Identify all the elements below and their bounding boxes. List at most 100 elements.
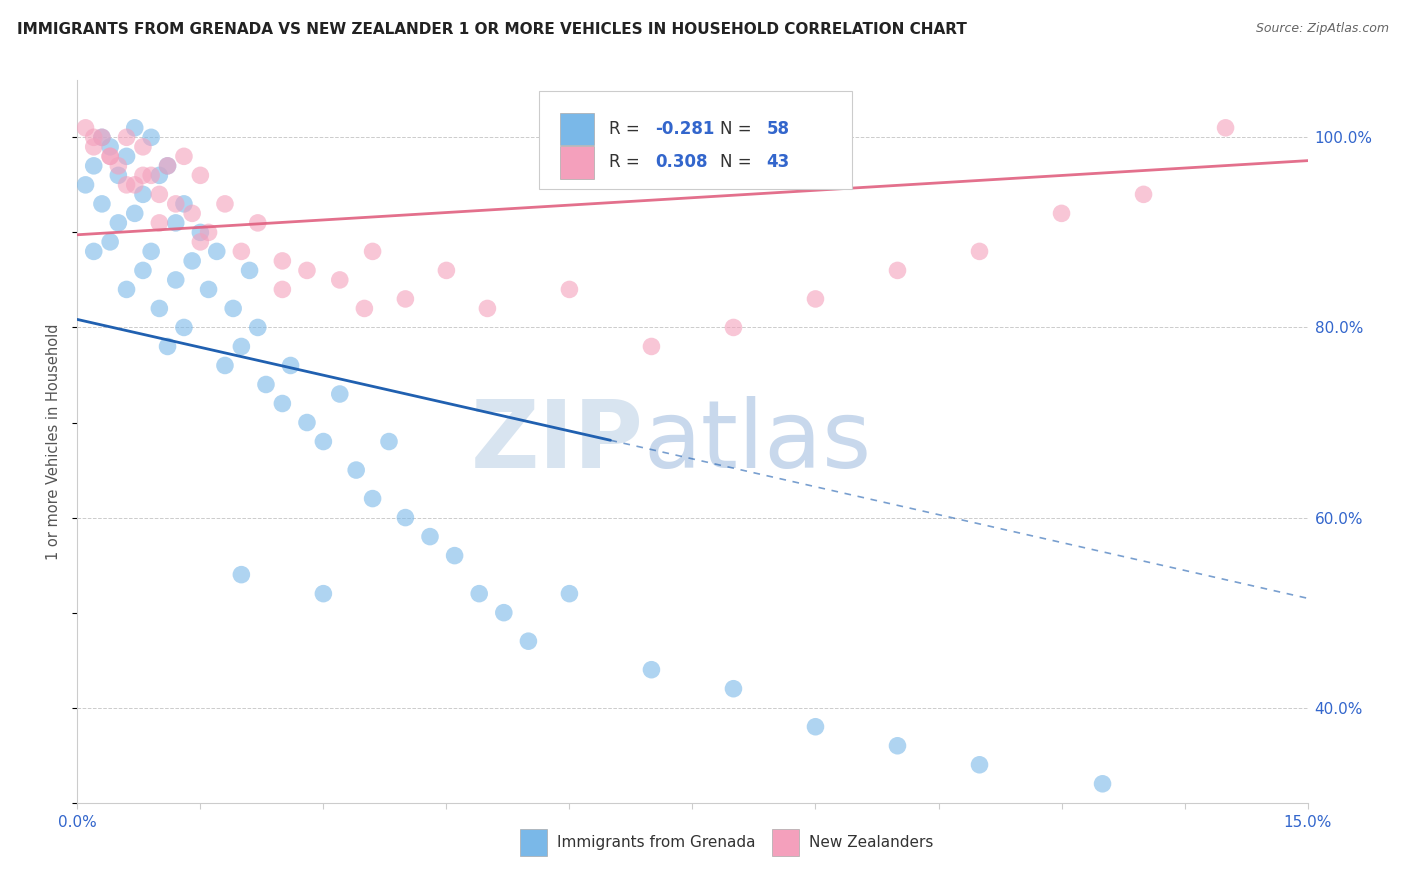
Point: [723, 320, 745, 334]
Point: [271, 396, 294, 410]
Point: [886, 263, 908, 277]
Point: [197, 282, 219, 296]
Point: [197, 226, 219, 240]
Point: [156, 159, 179, 173]
Text: N =: N =: [720, 153, 756, 171]
Bar: [772, 829, 800, 856]
Point: [477, 301, 499, 316]
Point: [83, 244, 105, 259]
Point: [148, 216, 170, 230]
Point: [231, 339, 253, 353]
Point: [271, 282, 294, 296]
Point: [181, 206, 204, 220]
Point: [75, 178, 97, 192]
Text: -0.281: -0.281: [655, 120, 714, 138]
Bar: [520, 829, 547, 856]
Text: Source: ZipAtlas.com: Source: ZipAtlas.com: [1256, 22, 1389, 36]
Point: [148, 187, 170, 202]
Text: New Zealanders: New Zealanders: [810, 835, 934, 850]
Point: [640, 339, 662, 353]
Text: 0.308: 0.308: [655, 153, 709, 171]
Point: [436, 263, 458, 277]
Point: [98, 149, 121, 163]
Point: [280, 359, 302, 373]
Point: [443, 549, 465, 563]
Point: [98, 140, 121, 154]
Point: [148, 169, 170, 183]
Point: [394, 510, 416, 524]
Text: N =: N =: [720, 120, 756, 138]
Point: [181, 253, 204, 268]
Point: [107, 169, 129, 183]
Point: [1050, 206, 1073, 220]
Text: Immigrants from Grenada: Immigrants from Grenada: [557, 835, 755, 850]
Point: [222, 301, 245, 316]
Point: [115, 282, 138, 296]
Point: [115, 149, 138, 163]
Point: [141, 130, 163, 145]
Point: [886, 739, 908, 753]
Point: [188, 226, 212, 240]
Text: IMMIGRANTS FROM GRENADA VS NEW ZEALANDER 1 OR MORE VEHICLES IN HOUSEHOLD CORRELA: IMMIGRANTS FROM GRENADA VS NEW ZEALANDER…: [17, 22, 967, 37]
Point: [1132, 187, 1154, 202]
Point: [468, 587, 491, 601]
Point: [271, 253, 294, 268]
Point: [246, 216, 269, 230]
Point: [295, 416, 318, 430]
Point: [295, 263, 318, 277]
Point: [148, 301, 170, 316]
Point: [90, 130, 114, 145]
Point: [98, 149, 121, 163]
Point: [165, 197, 187, 211]
Text: atlas: atlas: [644, 395, 872, 488]
Point: [132, 263, 155, 277]
Point: [353, 301, 375, 316]
Point: [90, 130, 114, 145]
Point: [231, 567, 253, 582]
Point: [165, 216, 187, 230]
Point: [312, 434, 335, 449]
Bar: [560, 146, 595, 178]
Point: [124, 206, 146, 220]
Point: [329, 387, 352, 401]
Point: [115, 130, 138, 145]
Point: [344, 463, 367, 477]
Point: [141, 169, 163, 183]
Point: [124, 178, 146, 192]
Point: [361, 244, 384, 259]
Text: R =: R =: [609, 120, 645, 138]
Point: [723, 681, 745, 696]
Point: [173, 197, 195, 211]
Point: [90, 197, 114, 211]
Point: [969, 757, 991, 772]
Point: [173, 149, 195, 163]
Point: [124, 120, 146, 135]
Point: [419, 530, 441, 544]
Point: [361, 491, 384, 506]
Point: [329, 273, 352, 287]
Point: [83, 130, 105, 145]
Point: [132, 187, 155, 202]
Point: [83, 159, 105, 173]
Point: [378, 434, 401, 449]
Point: [115, 178, 138, 192]
Point: [1215, 120, 1237, 135]
Point: [107, 216, 129, 230]
Point: [156, 339, 179, 353]
Point: [254, 377, 277, 392]
Point: [132, 169, 155, 183]
Point: [75, 120, 97, 135]
Point: [165, 273, 187, 287]
Bar: [560, 112, 595, 145]
Point: [214, 197, 236, 211]
Y-axis label: 1 or more Vehicles in Household: 1 or more Vehicles in Household: [46, 323, 62, 560]
Point: [804, 292, 827, 306]
Point: [558, 587, 581, 601]
Point: [83, 140, 105, 154]
Point: [492, 606, 515, 620]
Point: [188, 235, 212, 249]
Point: [804, 720, 827, 734]
Point: [98, 235, 121, 249]
Point: [394, 292, 416, 306]
Point: [517, 634, 540, 648]
